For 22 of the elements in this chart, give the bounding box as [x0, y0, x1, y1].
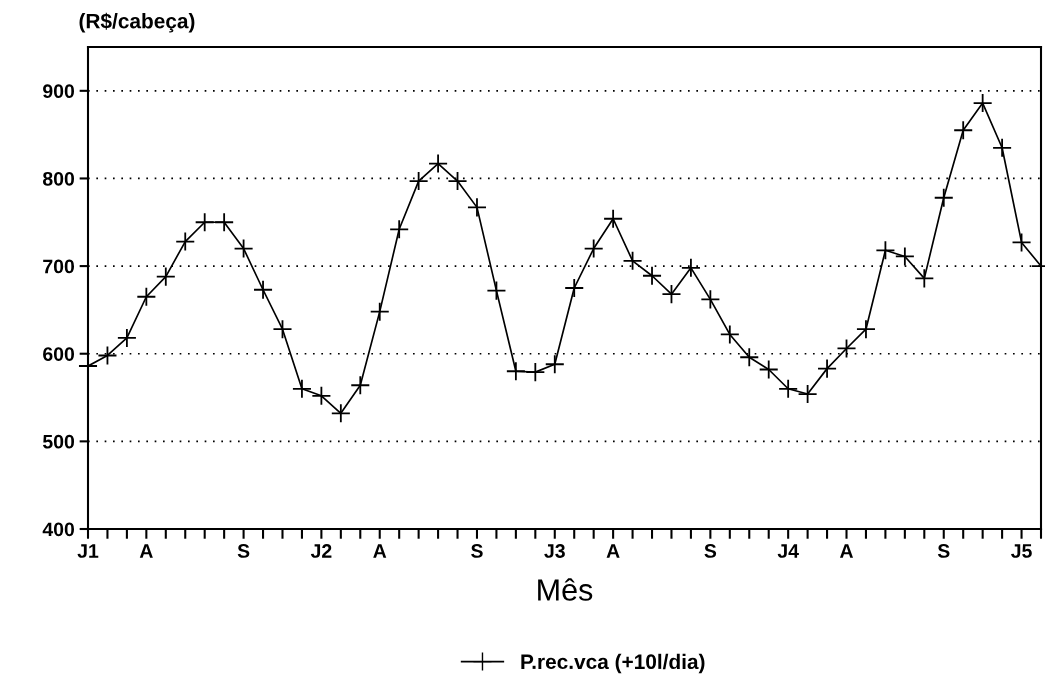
y-axis-title: (R$/cabeça) [79, 12, 195, 33]
legend-label: P.rec.vca (+10l/dia) [521, 653, 705, 674]
x-tick-label: J2 [310, 544, 332, 558]
x-axis-title: Mês [538, 578, 593, 601]
x-tick-label: S [704, 544, 717, 558]
x-tick-label: J3 [544, 544, 565, 558]
y-tick-label: 400 [42, 522, 75, 537]
y-tick-label: 700 [43, 259, 75, 274]
x-tick-label: A [606, 544, 620, 558]
x-tick-label: S [471, 544, 483, 558]
x-tick-label: A [839, 544, 854, 558]
y-tick-label: 500 [42, 434, 75, 449]
x-tick-label: S [237, 544, 250, 558]
x-tick-label: J1 [77, 544, 99, 558]
x-tick-label: J5 [1011, 544, 1032, 558]
y-tick-label: 600 [43, 347, 75, 361]
y-tick-label: 800 [42, 171, 75, 186]
x-tick-label: J4 [777, 544, 799, 558]
x-tick-label: A [139, 544, 153, 558]
x-tick-label: A [373, 544, 387, 558]
x-tick-label: S [937, 544, 950, 558]
y-tick-label: 900 [43, 84, 75, 99]
